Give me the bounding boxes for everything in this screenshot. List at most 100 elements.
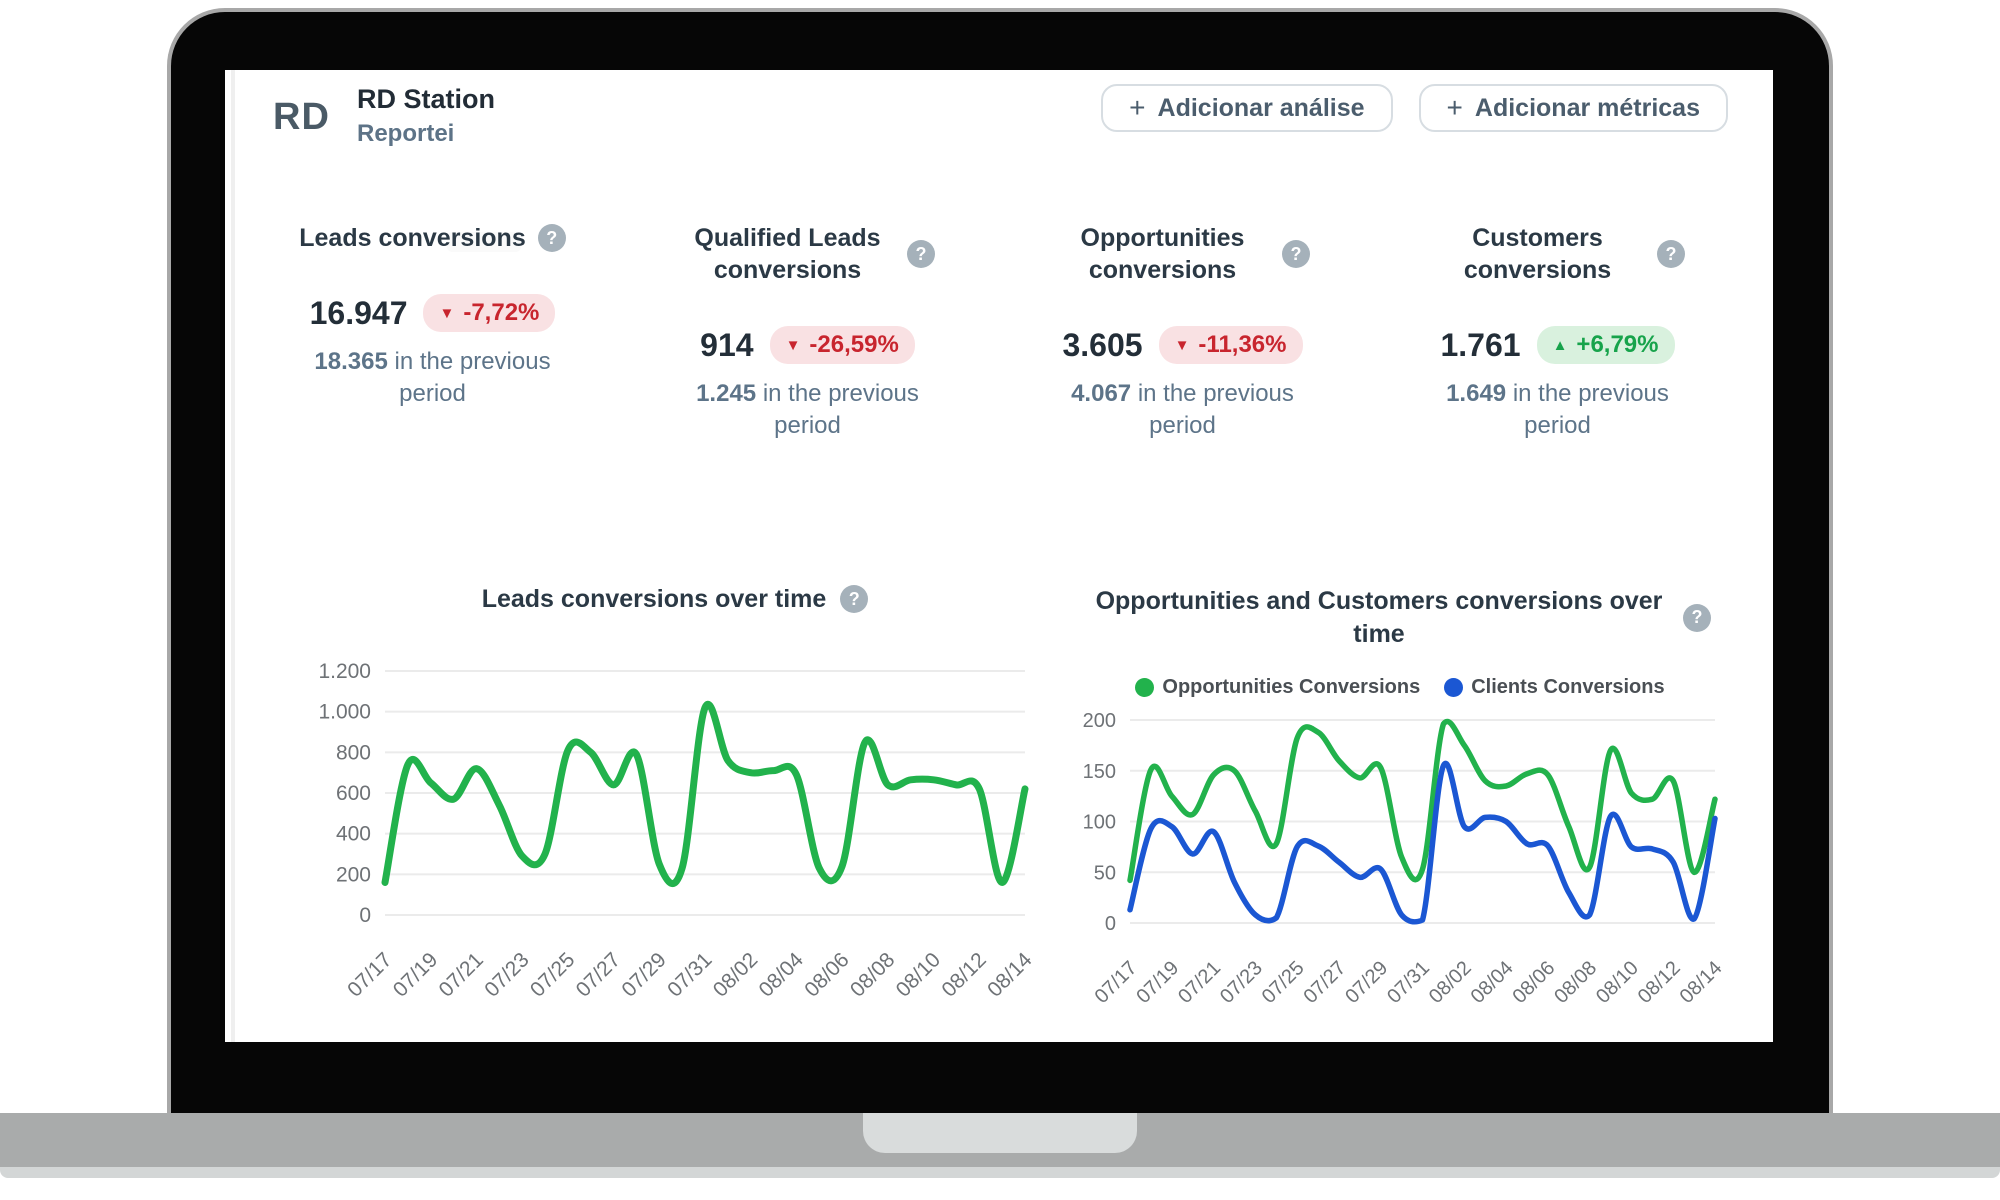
svg-text:07/27: 07/27 [572,948,625,1001]
blue-dot-icon [1444,678,1464,697]
previous-label: in the previous period [394,348,551,408]
page-subtitle: Reportei [357,120,455,147]
kpi-title: Leads conversions [299,224,526,252]
legend-label: Clients Conversions [1471,676,1665,698]
svg-text:1.000: 1.000 [318,700,371,723]
svg-text:400: 400 [336,822,371,845]
kpi-value: 16.947 [309,294,408,331]
screen-left-edge [231,70,235,1042]
svg-text:07/19: 07/19 [389,948,442,1001]
previous-period: 18.365 in the previous period [290,346,575,411]
dashboard-screen: RD RD Station Reportei + Adicionar análi… [225,70,1773,1042]
svg-text:07/21: 07/21 [435,948,488,1001]
page-title: RD Station [357,84,495,114]
opps-customers-chart: Opportunities and Customers conversions … [1070,585,1730,1030]
svg-text:200: 200 [336,863,371,886]
svg-text:07/25: 07/25 [1258,957,1309,1008]
help-icon[interactable]: ? [840,585,869,614]
laptop-hinge-notch [863,1113,1137,1153]
help-icon[interactable]: ? [907,240,935,268]
svg-text:07/23: 07/23 [480,948,533,1001]
delta-badge: ▼ -7,72% [423,294,556,332]
previous-label: in the previous period [1137,380,1294,440]
svg-text:07/23: 07/23 [1216,957,1267,1008]
svg-text:200: 200 [1083,710,1116,732]
header-actions: + Adicionar análise + Adicionar métricas [1101,84,1728,132]
kpi-title: Customers conversions [1463,224,1612,284]
svg-text:0: 0 [1105,913,1116,935]
legend-clients[interactable]: Clients Conversions [1444,676,1665,699]
chart-title: Leads conversions over time [481,585,827,613]
leads-line-chart-canvas[interactable]: 02004006008001.0001.20007/1707/1907/2107… [285,626,1065,1006]
previous-period: 1.245 in the previous period [665,378,950,443]
previous-value: 1.649 [1446,380,1507,407]
svg-text:08/02: 08/02 [1425,957,1476,1008]
delta-value: -7,72% [463,299,540,326]
previous-label: in the previous period [1512,380,1669,440]
delta-value: -11,36% [1198,331,1287,358]
chart-title: Opportunities and Customers conversions … [1095,587,1663,648]
previous-value: 4.067 [1071,380,1132,407]
legend-label: Opportunities Conversions [1162,676,1421,698]
previous-period: 4.067 in the previous period [1040,378,1325,443]
svg-text:08/08: 08/08 [1550,957,1601,1008]
triangle-down-icon: ▼ [785,336,801,354]
svg-text:07/29: 07/29 [1341,957,1392,1008]
svg-text:07/31: 07/31 [663,948,716,1001]
add-metrics-label: Adicionar métricas [1474,93,1700,122]
placeholder-bar [447,232,521,252]
help-icon[interactable]: ? [537,224,566,252]
svg-text:07/17: 07/17 [1091,957,1142,1008]
delta-badge: ▼ -11,36% [1158,326,1303,364]
delta-badge: ▼ -26,59% [769,326,915,364]
chart-legend: Opportunities Conversions Clients Conver… [1070,676,1730,699]
delta-value: -26,59% [809,331,899,358]
add-analysis-label: Adicionar análise [1157,93,1365,122]
svg-text:07/21: 07/21 [1174,957,1225,1008]
leads-over-time-chart: Leads conversions over time ? 0 200 400 600… [285,583,1065,1011]
svg-text:08/10: 08/10 [1592,957,1643,1008]
svg-text:08/02: 08/02 [709,948,762,1001]
legend-opportunities[interactable]: Opportunities Conversions [1135,676,1420,699]
kpi-card-customers: Customers conversions ? 1.761 ▲ +6,79% 1.… [1370,222,1745,443]
add-metrics-button[interactable]: + Adicionar métricas [1418,84,1728,132]
previous-label: in the previous period [762,380,919,440]
svg-text:08/12: 08/12 [937,948,990,1001]
kpi-value: 3.605 [1062,326,1143,363]
laptop-base-edge [0,1167,2000,1178]
previous-value: 18.365 [314,348,388,375]
svg-text:07/19: 07/19 [1132,957,1183,1008]
svg-text:0: 0 [359,904,371,927]
previous-value: 1.245 [696,380,757,407]
svg-text:08/06: 08/06 [800,948,853,1001]
help-icon[interactable]: ? [1657,240,1685,268]
svg-text:1.200: 1.200 [318,660,371,683]
help-icon[interactable]: ? [1282,240,1310,268]
triangle-down-icon: ▼ [439,304,455,322]
svg-text:08/08: 08/08 [846,948,899,1001]
svg-text:07/25: 07/25 [526,948,579,1001]
delta-badge: ▲ +6,79% [1536,326,1675,364]
svg-text:08/12: 08/12 [1634,957,1685,1008]
svg-text:100: 100 [1083,812,1116,834]
plus-icon: + [1446,92,1463,123]
svg-text:07/29: 07/29 [617,948,670,1001]
svg-text:08/04: 08/04 [755,948,809,1002]
kpi-value: 1.761 [1440,326,1521,363]
kpi-title: Opportunities conversions [1080,224,1245,284]
svg-text:50: 50 [1094,862,1116,884]
help-icon[interactable]: ? [1683,603,1711,632]
rd-logo: RD [273,96,330,138]
svg-text:08/06: 08/06 [1508,957,1559,1008]
triangle-up-icon: ▲ [1552,336,1568,354]
kpi-card-leads: Leads conversions ? 16.947 ▼ -7,72% 18.36… [245,222,620,443]
kpi-card-qualified-leads: Qualified Leads conversions ? 914 ▼ -26,5… [620,222,995,443]
svg-text:08/14: 08/14 [1676,957,1727,1008]
plus-icon: + [1129,92,1146,123]
svg-text:800: 800 [336,741,371,764]
svg-text:150: 150 [1083,761,1116,783]
kpi-card-opportunities: Opportunities conversions ? 3.605 ▼ -11,3… [995,222,1370,443]
add-analysis-button[interactable]: + Adicionar análise [1101,84,1393,132]
svg-text:08/04: 08/04 [1467,957,1518,1008]
